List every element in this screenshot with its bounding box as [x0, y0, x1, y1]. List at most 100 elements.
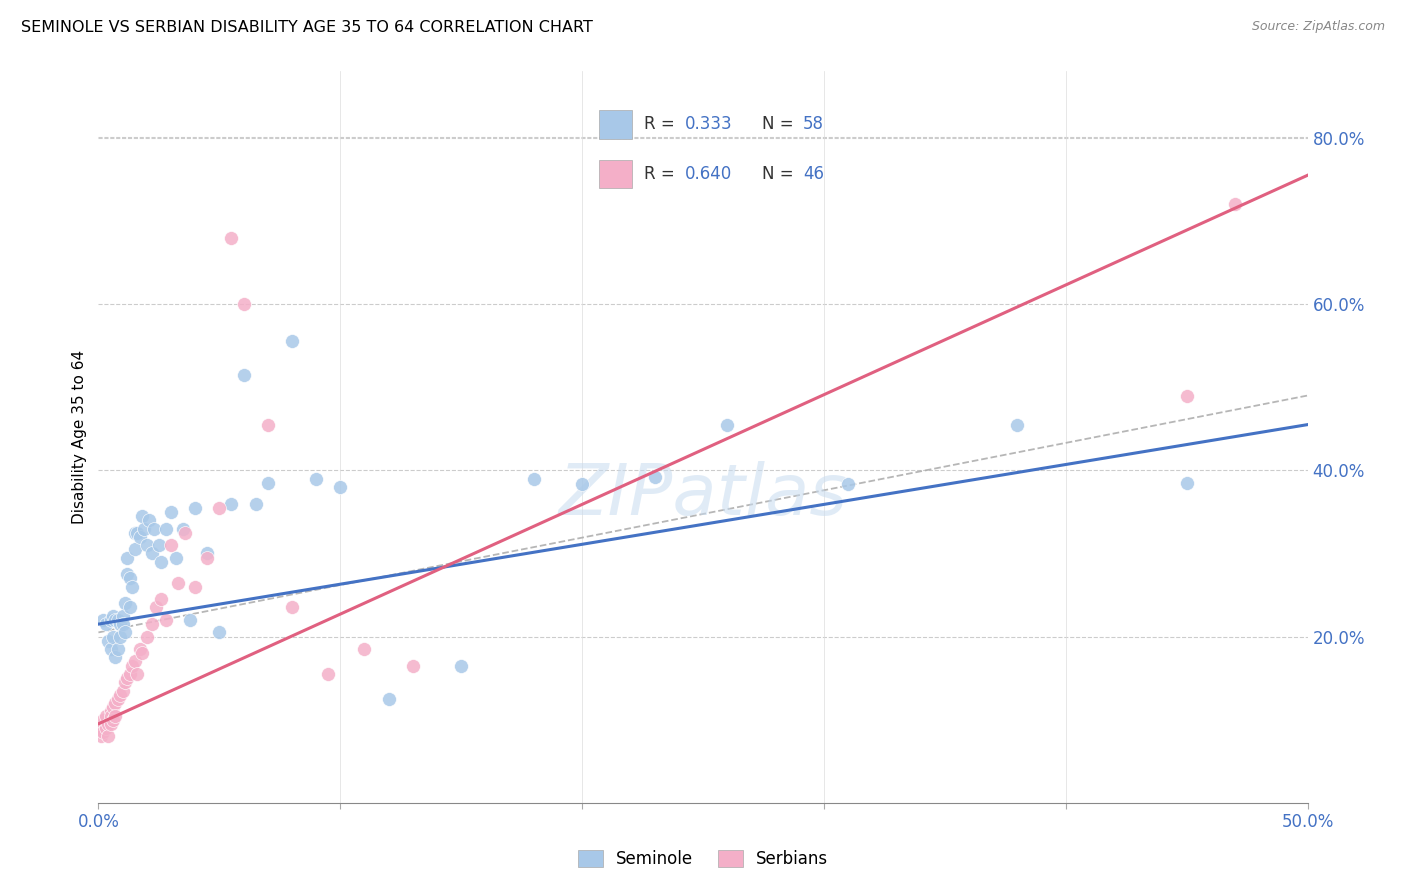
Point — [148, 538, 170, 552]
Point — [107, 692, 129, 706]
Point — [644, 470, 666, 484]
Point — [1223, 197, 1246, 211]
Bar — [599, 160, 631, 188]
Point — [100, 613, 122, 627]
Point — [111, 683, 134, 698]
Text: R =: R = — [644, 164, 679, 183]
Point — [1175, 475, 1198, 490]
Point — [184, 580, 207, 594]
Point — [97, 729, 120, 743]
Point — [208, 625, 231, 640]
Point — [124, 542, 146, 557]
Y-axis label: Disability Age 35 to 64: Disability Age 35 to 64 — [72, 350, 87, 524]
Point — [111, 608, 134, 623]
Point — [104, 650, 127, 665]
Point — [127, 667, 149, 681]
Legend: Seminole, Serbians: Seminole, Serbians — [571, 844, 835, 875]
Point — [91, 725, 114, 739]
Point — [195, 550, 218, 565]
Point — [124, 525, 146, 540]
Point — [165, 550, 187, 565]
Point — [128, 530, 150, 544]
Point — [837, 477, 859, 491]
Point — [91, 713, 114, 727]
Point — [167, 575, 190, 590]
Point — [195, 546, 218, 560]
Point — [155, 521, 177, 535]
Point — [160, 538, 183, 552]
Point — [101, 700, 124, 714]
Point — [353, 642, 375, 657]
Point — [174, 525, 197, 540]
Point — [281, 600, 304, 615]
Point — [184, 500, 207, 515]
Point — [94, 721, 117, 735]
Text: N =: N = — [762, 164, 799, 183]
Point — [179, 613, 201, 627]
Point — [450, 658, 472, 673]
Point — [108, 617, 131, 632]
Point — [100, 708, 122, 723]
Point — [135, 630, 157, 644]
Point — [107, 613, 129, 627]
Point — [281, 334, 304, 349]
Point — [101, 608, 124, 623]
Point — [118, 667, 141, 681]
Point — [1175, 388, 1198, 402]
Point — [135, 538, 157, 552]
Point — [117, 671, 139, 685]
Text: Source: ZipAtlas.com: Source: ZipAtlas.com — [1251, 20, 1385, 33]
Point — [150, 555, 173, 569]
Point — [155, 613, 177, 627]
Point — [90, 721, 112, 735]
Point — [94, 708, 117, 723]
Point — [377, 692, 399, 706]
Point — [114, 675, 136, 690]
Point — [127, 525, 149, 540]
Point — [128, 642, 150, 657]
Text: N =: N = — [762, 115, 799, 133]
Bar — [599, 111, 631, 139]
Point — [1007, 417, 1029, 432]
Point — [107, 642, 129, 657]
Point — [172, 521, 194, 535]
Point — [150, 592, 173, 607]
Point — [329, 480, 352, 494]
Point — [245, 497, 267, 511]
Point — [221, 230, 243, 244]
Point — [221, 497, 243, 511]
Point — [402, 658, 425, 673]
Point — [716, 417, 738, 432]
Point — [118, 600, 141, 615]
Point — [100, 642, 122, 657]
Point — [104, 708, 127, 723]
Text: ZIPatlas: ZIPatlas — [558, 461, 848, 530]
Point — [91, 613, 114, 627]
Point — [114, 596, 136, 610]
Point — [138, 513, 160, 527]
Point — [160, 505, 183, 519]
Point — [108, 688, 131, 702]
Point — [131, 646, 153, 660]
Text: SEMINOLE VS SERBIAN DISABILITY AGE 35 TO 64 CORRELATION CHART: SEMINOLE VS SERBIAN DISABILITY AGE 35 TO… — [21, 20, 593, 35]
Point — [143, 521, 166, 535]
Text: R =: R = — [644, 115, 679, 133]
Point — [121, 658, 143, 673]
Text: 0.640: 0.640 — [685, 164, 733, 183]
Point — [571, 477, 593, 491]
Point — [94, 617, 117, 632]
Point — [141, 546, 163, 560]
Text: 46: 46 — [803, 164, 824, 183]
Point — [208, 500, 231, 515]
Point — [117, 567, 139, 582]
Point — [523, 472, 546, 486]
Point — [90, 729, 112, 743]
Point — [145, 600, 167, 615]
Point — [104, 696, 127, 710]
Point — [100, 705, 122, 719]
Point — [305, 472, 328, 486]
Text: 0.333: 0.333 — [685, 115, 733, 133]
Point — [316, 667, 339, 681]
Point — [134, 521, 156, 535]
Point — [97, 633, 120, 648]
